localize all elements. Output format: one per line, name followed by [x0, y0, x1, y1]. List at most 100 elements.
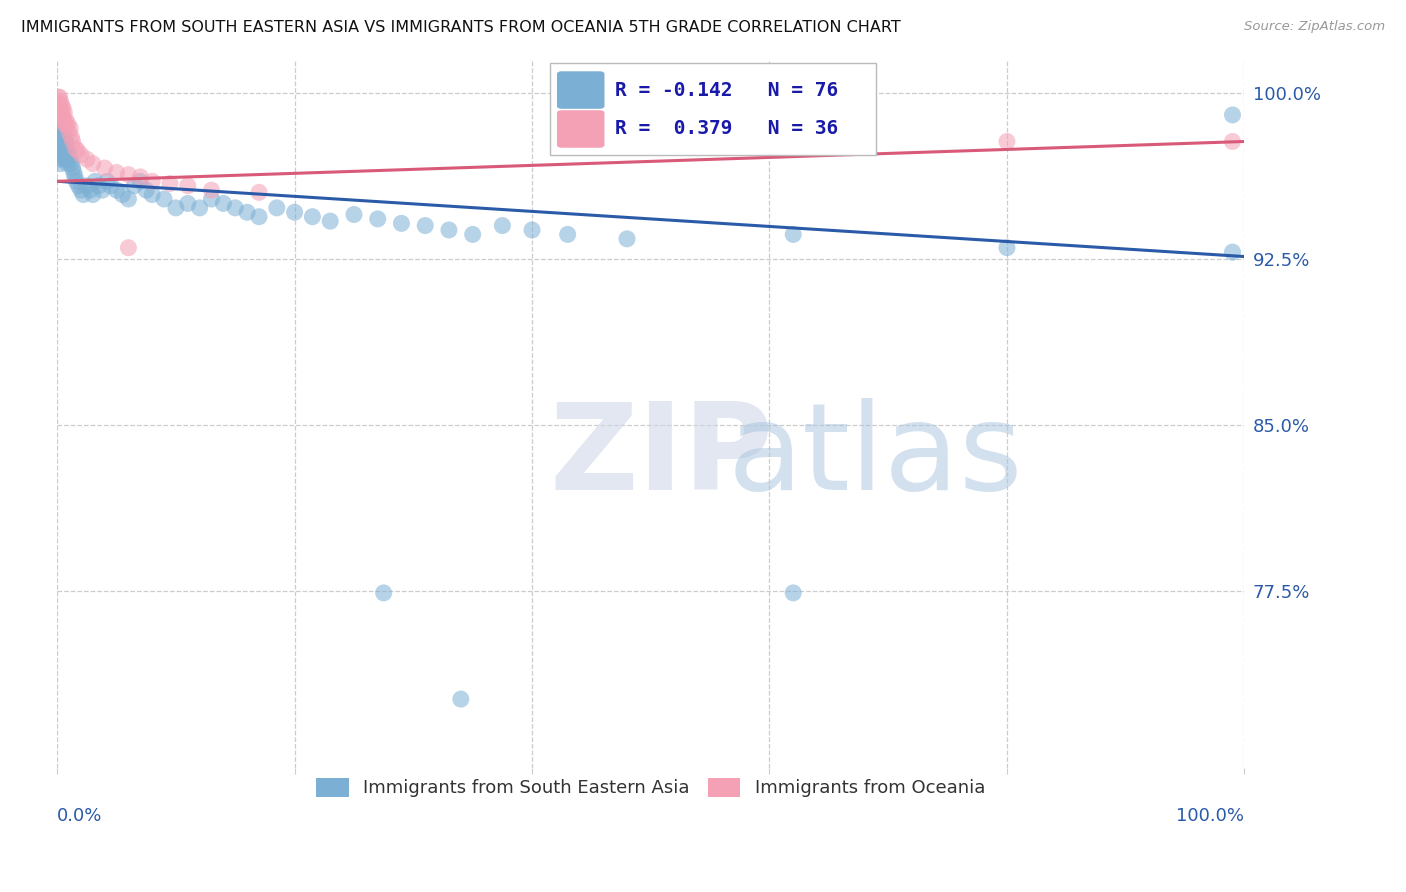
Text: 0.0%: 0.0%	[58, 806, 103, 824]
Point	[319, 214, 342, 228]
Point	[557, 227, 579, 242]
Point	[49, 117, 72, 131]
Point	[49, 144, 72, 158]
Point	[200, 192, 222, 206]
Point	[48, 96, 70, 111]
Point	[48, 103, 70, 118]
Point	[413, 219, 436, 233]
Point	[56, 144, 79, 158]
Point	[141, 187, 163, 202]
Point	[66, 144, 89, 158]
Point	[63, 169, 86, 184]
Point	[188, 201, 211, 215]
Point	[55, 139, 77, 153]
Point	[117, 168, 139, 182]
Point	[105, 183, 128, 197]
Point	[373, 586, 395, 600]
Point	[48, 126, 70, 140]
Point	[51, 135, 73, 149]
Point	[53, 117, 76, 131]
Point	[58, 126, 80, 140]
Point	[56, 117, 79, 131]
Point	[49, 95, 72, 109]
Point	[51, 121, 73, 136]
Point	[177, 178, 200, 193]
Point	[96, 174, 118, 188]
Text: R = -0.142   N = 76: R = -0.142 N = 76	[616, 80, 838, 100]
Point	[52, 112, 75, 127]
Point	[284, 205, 307, 219]
Point	[49, 112, 72, 127]
Point	[51, 147, 73, 161]
Point	[53, 144, 76, 158]
Point	[55, 152, 77, 166]
Point	[58, 147, 80, 161]
Point	[91, 183, 114, 197]
Point	[135, 183, 157, 197]
Point	[48, 152, 70, 166]
Point	[343, 207, 366, 221]
Point	[100, 178, 122, 193]
Point	[48, 139, 70, 153]
Point	[52, 126, 75, 140]
Point	[995, 135, 1018, 149]
Point	[72, 187, 94, 202]
Point	[782, 586, 804, 600]
Point	[105, 165, 128, 179]
Text: 100.0%: 100.0%	[1177, 806, 1244, 824]
Point	[111, 187, 134, 202]
Text: R =  0.379   N = 36: R = 0.379 N = 36	[616, 120, 838, 138]
Text: atlas: atlas	[728, 398, 1024, 515]
Point	[55, 119, 77, 133]
Point	[117, 241, 139, 255]
Point	[60, 156, 83, 170]
Point	[62, 165, 84, 179]
Point	[48, 121, 70, 136]
FancyBboxPatch shape	[550, 63, 876, 155]
Point	[212, 196, 235, 211]
FancyBboxPatch shape	[557, 111, 605, 148]
Point	[616, 232, 638, 246]
Point	[65, 174, 87, 188]
Point	[67, 178, 90, 193]
Point	[1222, 245, 1244, 260]
Point	[93, 161, 115, 175]
Point	[437, 223, 460, 237]
Point	[53, 130, 76, 145]
Point	[59, 152, 82, 166]
Point	[224, 201, 246, 215]
Point	[48, 90, 70, 104]
Point	[520, 223, 543, 237]
Point	[266, 201, 288, 215]
Point	[53, 105, 76, 120]
Point	[60, 130, 83, 145]
Point	[87, 178, 110, 193]
Point	[450, 692, 472, 706]
Point	[461, 227, 484, 242]
Point	[200, 183, 222, 197]
Point	[76, 152, 98, 166]
Point	[51, 108, 73, 122]
Point	[129, 174, 152, 188]
Point	[367, 211, 389, 226]
Point	[236, 205, 259, 219]
Point	[117, 192, 139, 206]
Text: Source: ZipAtlas.com: Source: ZipAtlas.com	[1244, 20, 1385, 33]
FancyBboxPatch shape	[557, 71, 605, 109]
Point	[177, 196, 200, 211]
Point	[153, 192, 176, 206]
Point	[84, 174, 107, 188]
Point	[70, 147, 93, 161]
Point	[55, 135, 77, 149]
Point	[301, 210, 323, 224]
Point	[129, 169, 152, 184]
Point	[52, 139, 75, 153]
Point	[1222, 108, 1244, 122]
Point	[48, 112, 70, 127]
Point	[63, 141, 86, 155]
Point	[48, 135, 70, 149]
Point	[995, 241, 1018, 255]
Point	[165, 201, 187, 215]
Point	[247, 210, 270, 224]
Point	[49, 156, 72, 170]
